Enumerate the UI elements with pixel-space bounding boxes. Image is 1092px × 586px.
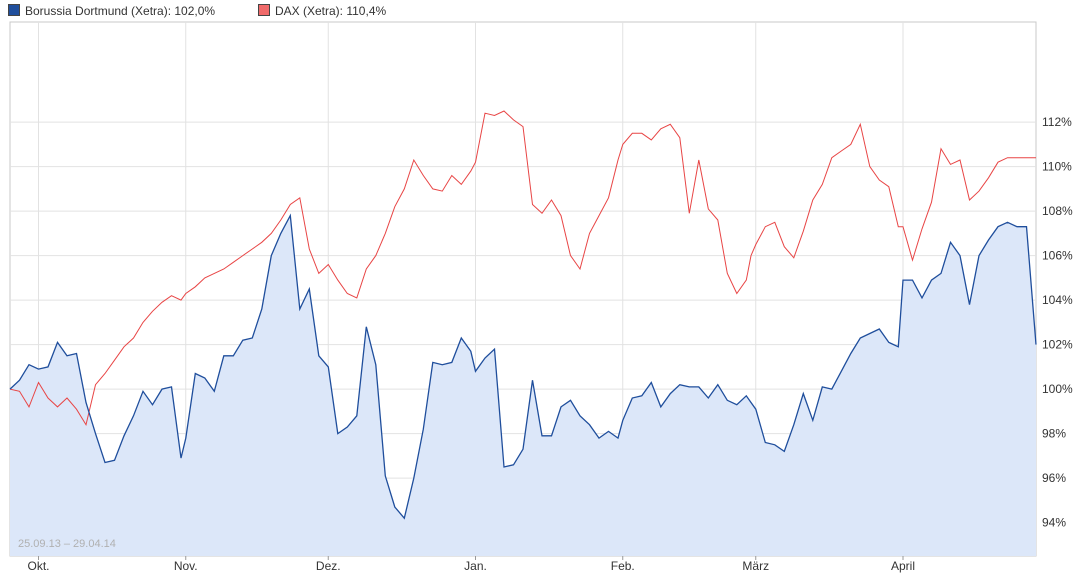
y-tick-label: 110% xyxy=(1042,160,1072,174)
y-tick-label: 102% xyxy=(1042,338,1073,352)
y-tick-label: 96% xyxy=(1042,471,1066,485)
series-line-bvb xyxy=(9,213,1037,520)
legend-swatch-bvb xyxy=(8,4,20,16)
series-area-bvb xyxy=(10,215,1036,556)
y-tick-label: 104% xyxy=(1042,293,1073,307)
x-tick-label: Feb. xyxy=(611,559,635,573)
date-range-label: 25.09.13 – 29.04.14 xyxy=(18,538,116,550)
x-tick-label: Okt. xyxy=(27,559,49,573)
y-tick-label: 112% xyxy=(1042,115,1072,129)
y-tick-label: 106% xyxy=(1042,249,1073,263)
x-tick-label: April xyxy=(891,559,915,573)
legend-item-dax[interactable]: DAX (Xetra): 110,4% xyxy=(258,4,386,18)
y-tick-label: 98% xyxy=(1042,427,1066,441)
x-tick-label: März xyxy=(742,559,769,573)
legend-swatch-dax xyxy=(258,4,270,16)
y-tick-label: 94% xyxy=(1042,516,1066,530)
x-axis-ticks: Okt. Nov. Dez. Jan. Feb. März April xyxy=(27,559,915,573)
legend-label-dax: DAX (Xetra): 110,4% xyxy=(275,4,387,18)
x-tick-label: Dez. xyxy=(316,559,341,573)
y-tick-label: 108% xyxy=(1042,204,1073,218)
x-tick-label: Nov. xyxy=(174,559,198,573)
x-tick-label: Jan. xyxy=(464,559,487,573)
series-line-dax xyxy=(9,110,1036,426)
legend-label-bvb: Borussia Dortmund (Xetra): 102,0% xyxy=(25,4,216,18)
y-axis-ticks: 94% 96% 98% 100% 102% 104% 106% 108% 110% 112% xyxy=(1042,115,1073,530)
y-tick-label: 100% xyxy=(1042,382,1073,396)
legend-item-bvb[interactable]: Borussia Dortmund (Xetra): 102,0% xyxy=(8,4,215,18)
